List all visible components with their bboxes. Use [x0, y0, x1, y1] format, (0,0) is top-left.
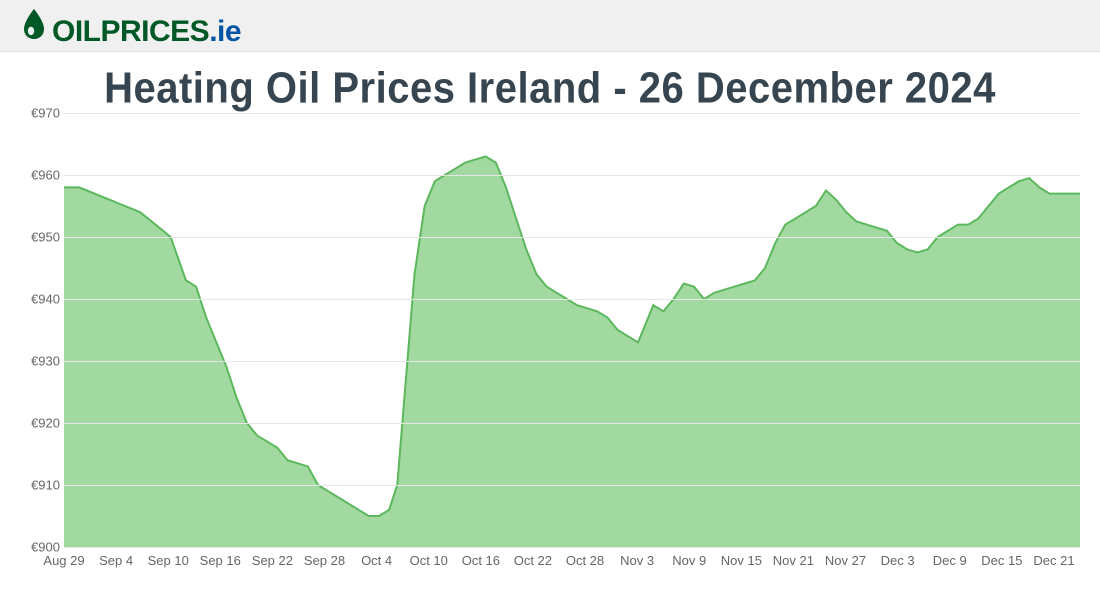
x-tick-label: Sep 22	[252, 553, 293, 568]
x-tick-label: Sep 28	[304, 553, 345, 568]
y-tick-label: €950	[31, 230, 60, 245]
logo-text-2: .ie	[209, 15, 241, 49]
x-tick-label: Oct 10	[410, 553, 448, 568]
x-tick-label: Nov 27	[825, 553, 866, 568]
x-tick-label: Nov 21	[773, 553, 814, 568]
grid-line	[64, 175, 1080, 176]
x-tick-label: Aug 29	[43, 553, 84, 568]
logo-text-1: OILPRICES	[52, 15, 209, 49]
x-tick-label: Sep 10	[148, 553, 189, 568]
x-tick-label: Oct 4	[361, 553, 392, 568]
oil-drop-icon	[20, 7, 48, 41]
grid-line	[64, 237, 1080, 238]
x-tick-label: Dec 9	[933, 553, 967, 568]
area-series	[64, 113, 1080, 547]
x-tick-label: Nov 3	[620, 553, 654, 568]
y-tick-label: €930	[31, 354, 60, 369]
header-bar: OILPRICES.ie	[0, 0, 1100, 52]
x-tick-label: Sep 16	[200, 553, 241, 568]
grid-line	[64, 299, 1080, 300]
x-tick-label: Dec 21	[1033, 553, 1074, 568]
grid-line	[64, 547, 1080, 548]
x-tick-label: Nov 15	[721, 553, 762, 568]
grid-line	[64, 113, 1080, 114]
y-tick-label: €960	[31, 168, 60, 183]
x-tick-label: Dec 3	[881, 553, 915, 568]
grid-line	[64, 423, 1080, 424]
chart-title: Heating Oil Prices Ireland - 26 December…	[0, 64, 1100, 114]
x-tick-label: Oct 28	[566, 553, 604, 568]
grid-line	[64, 485, 1080, 486]
y-tick-label: €910	[31, 478, 60, 493]
plot-area: €900€910€920€930€940€950€960€970Aug 29Se…	[64, 113, 1080, 547]
y-tick-label: €920	[31, 416, 60, 431]
x-tick-label: Sep 4	[99, 553, 133, 568]
grid-line	[64, 361, 1080, 362]
x-tick-label: Dec 15	[981, 553, 1022, 568]
y-tick-label: €940	[31, 292, 60, 307]
x-tick-label: Nov 9	[672, 553, 706, 568]
y-tick-label: €970	[31, 106, 60, 121]
x-tick-label: Oct 22	[514, 553, 552, 568]
x-tick-label: Oct 16	[462, 553, 500, 568]
price-chart: €900€910€920€930€940€950€960€970Aug 29Se…	[20, 113, 1080, 573]
site-logo[interactable]: OILPRICES.ie	[20, 5, 241, 49]
